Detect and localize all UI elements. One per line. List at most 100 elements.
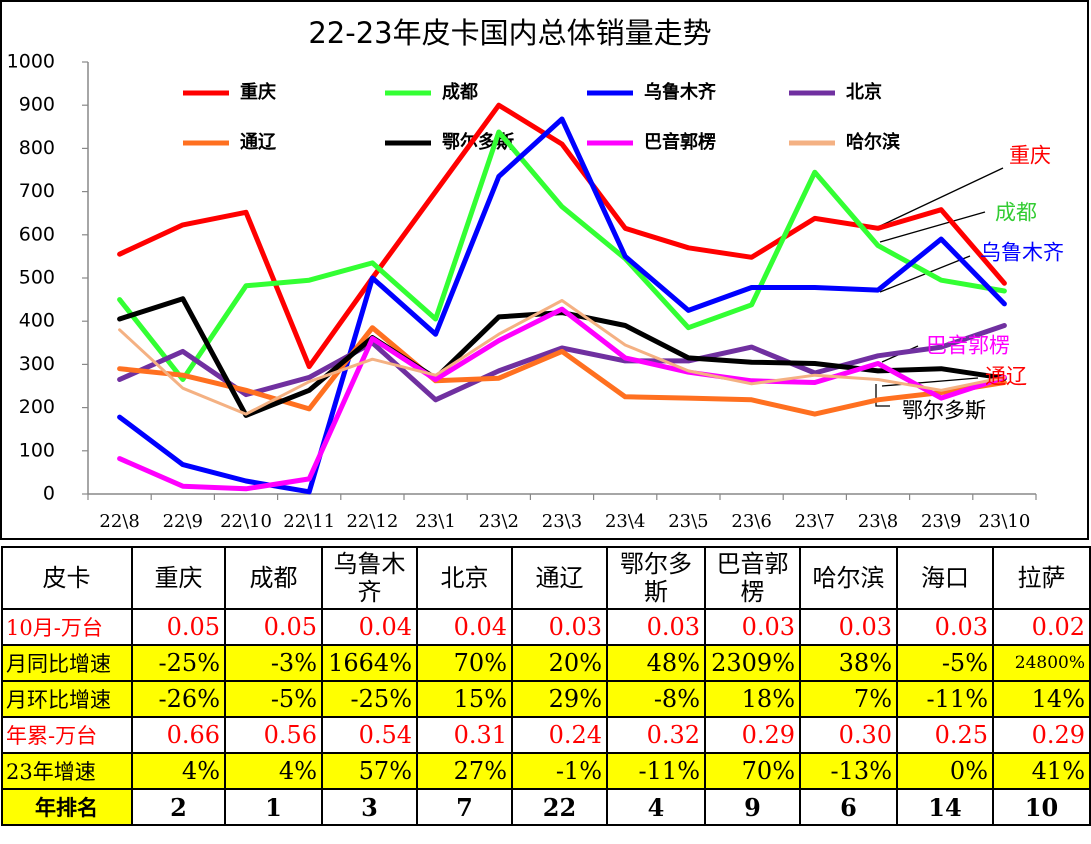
x-tick-label: 23\3 bbox=[542, 511, 582, 532]
header-cell: 拉萨 bbox=[992, 546, 1091, 610]
annotation: 乌鲁木齐 bbox=[980, 241, 1064, 265]
chart-title: 22-23年皮卡国内总体销量走势 bbox=[308, 16, 711, 50]
table-cell: 6 bbox=[799, 788, 898, 826]
table-row: 年累-万台 0.66 0.56 0.54 0.31 0.24 0.32 0.29 0.30 0.2… bbox=[1, 716, 1091, 754]
table-cell: 0.66 bbox=[131, 716, 226, 754]
y-tick-label: 200 bbox=[19, 396, 55, 418]
table-cell: 1664% bbox=[321, 644, 418, 682]
table-row: 10月-万台 0.05 0.05 0.04 0.04 0.03 0.03 0.03 0.03 0.… bbox=[1, 608, 1091, 646]
x-tick-label: 23\9 bbox=[921, 511, 961, 532]
table-cell: 14% bbox=[992, 680, 1091, 718]
table-cell: 1 bbox=[224, 788, 323, 826]
legend-label: 乌鲁木齐 bbox=[644, 81, 717, 103]
table-cell: 22 bbox=[511, 788, 608, 826]
row-label: 年排名 bbox=[1, 788, 133, 826]
table-cell: 9 bbox=[704, 788, 801, 826]
series-line bbox=[117, 129, 1007, 382]
leader-line bbox=[879, 211, 986, 243]
table-cell: 2309% bbox=[704, 644, 801, 682]
legend-label: 成都 bbox=[442, 81, 478, 103]
table-cell: 0.03 bbox=[606, 608, 706, 646]
table-cell: 0.03 bbox=[799, 608, 898, 646]
series-line bbox=[118, 299, 1006, 416]
table-cell: -25% bbox=[131, 644, 226, 682]
table-cell: 48% bbox=[606, 644, 706, 682]
x-tick-label: 23\5 bbox=[668, 511, 708, 532]
series-line bbox=[117, 325, 1007, 417]
row-label: 10月-万台 bbox=[1, 608, 133, 646]
table-cell: -8% bbox=[606, 680, 706, 718]
table-cell: 0.05 bbox=[131, 608, 226, 646]
leader-line bbox=[881, 377, 979, 387]
x-tick-label: 22\11 bbox=[283, 511, 335, 532]
header-cell: 哈尔滨 bbox=[799, 546, 898, 610]
chart: 22-23年皮卡国内总体销量走势 0 100 200 300 400 500 600 700 8… bbox=[0, 0, 1089, 540]
table-cell: -11% bbox=[606, 752, 706, 790]
table-cell: 0.24 bbox=[511, 716, 608, 754]
table-cell: 7 bbox=[416, 788, 513, 826]
y-tick-label: 600 bbox=[19, 223, 55, 245]
header-cell: 成都 bbox=[224, 546, 323, 610]
x-tick-label: 23\4 bbox=[605, 511, 645, 532]
y-tick-label: 800 bbox=[19, 137, 55, 159]
table-cell: -1% bbox=[511, 752, 608, 790]
annotation: 重庆 bbox=[1009, 144, 1051, 168]
table-cell: 0.31 bbox=[416, 716, 513, 754]
x-tick-label: 22\12 bbox=[346, 511, 398, 532]
table-cell: 14 bbox=[896, 788, 994, 826]
x-tick-label: 23\2 bbox=[479, 511, 519, 532]
table-cell: 0.05 bbox=[224, 608, 323, 646]
leader-line bbox=[879, 167, 1004, 227]
table-cell: 0.25 bbox=[896, 716, 994, 754]
table-cell: -3% bbox=[224, 644, 323, 682]
table-cell: 29% bbox=[511, 680, 608, 718]
table-cell: 27% bbox=[416, 752, 513, 790]
header-cell: 海口 bbox=[896, 546, 994, 610]
table-row: 月环比增速 -26% -5% -25% 15% 29% -8% 18% 7% -11% 14% bbox=[1, 680, 1091, 718]
row-label: 年累-万台 bbox=[1, 716, 133, 754]
table-cell: -5% bbox=[224, 680, 323, 718]
header-cell: 鄂尔多斯 bbox=[606, 546, 706, 610]
row-label: 月同比增速 bbox=[1, 644, 133, 682]
y-tick-label: 700 bbox=[19, 180, 55, 202]
table-cell: 4 bbox=[606, 788, 706, 826]
table-cell: 0.03 bbox=[511, 608, 608, 646]
table-cell: 0.04 bbox=[416, 608, 513, 646]
table-row: 月同比增速 -25% -3% 1664% 70% 20% 48% 2309% 38% -5% 248… bbox=[1, 644, 1091, 682]
series-line bbox=[117, 102, 1007, 370]
table-cell: 0.04 bbox=[321, 608, 418, 646]
x-tick-label: 22\10 bbox=[220, 511, 272, 532]
table-cell: 38% bbox=[799, 644, 898, 682]
table-cell: 0.29 bbox=[704, 716, 801, 754]
table-cell: 24800% bbox=[992, 644, 1091, 682]
table-cell: 41% bbox=[992, 752, 1091, 790]
table-cell: 0.03 bbox=[896, 608, 994, 646]
table-row: 23年增速 4% 4% 57% 27% -1% -11% 70% -13% 0% 41% bbox=[1, 752, 1091, 790]
table-cell: 70% bbox=[704, 752, 801, 790]
annotation: 通辽 bbox=[985, 365, 1027, 389]
table-cell: -26% bbox=[131, 680, 226, 718]
table-cell: 0.32 bbox=[606, 716, 706, 754]
table-cell: 0.02 bbox=[992, 608, 1091, 646]
legend-label: 哈尔滨 bbox=[846, 131, 900, 153]
data-table: 皮卡 重庆 成都 乌鲁木齐 北京 通辽 鄂尔多斯 巴音郭楞 哈尔滨 海口 拉萨 10月-万台 0.05 0… bbox=[1, 546, 1091, 826]
table-cell: 15% bbox=[416, 680, 513, 718]
y-tick-label: 400 bbox=[19, 310, 55, 332]
annotation: 巴音郭楞 bbox=[926, 334, 1010, 358]
row-label: 23年增速 bbox=[1, 752, 133, 790]
table-cell: 0.30 bbox=[799, 716, 898, 754]
table-cell: -25% bbox=[321, 680, 418, 718]
y-tick-label: 1000 bbox=[7, 51, 55, 73]
table-cell: 7% bbox=[799, 680, 898, 718]
table-cell: 18% bbox=[704, 680, 801, 718]
row-label: 月环比增速 bbox=[1, 680, 133, 718]
annotation: 鄂尔多斯 bbox=[902, 399, 986, 423]
leader-lines bbox=[875, 167, 1004, 407]
header-cell: 北京 bbox=[416, 546, 513, 610]
x-tick-label: 23\8 bbox=[858, 511, 898, 532]
table-cell: 2 bbox=[131, 788, 226, 826]
table-header-row: 皮卡 重庆 成都 乌鲁木齐 北京 通辽 鄂尔多斯 巴音郭楞 哈尔滨 海口 拉萨 bbox=[1, 546, 1091, 610]
table-cell: 20% bbox=[511, 644, 608, 682]
legend-label: 重庆 bbox=[240, 81, 276, 103]
header-cell: 皮卡 bbox=[1, 546, 133, 610]
